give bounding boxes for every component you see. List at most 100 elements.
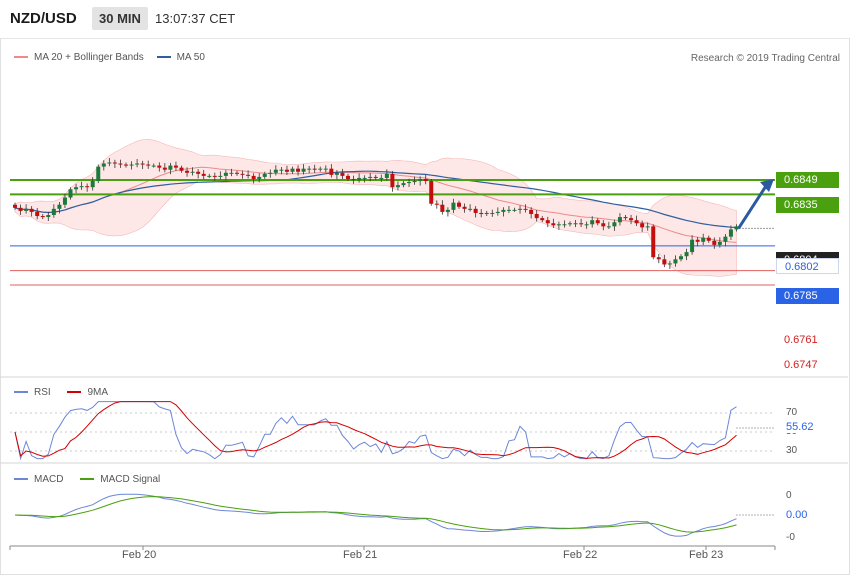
candle: [185, 170, 190, 173]
candle: [129, 164, 134, 166]
candle: [395, 185, 400, 188]
candle: [207, 175, 212, 177]
candle: [684, 252, 689, 257]
candle: [240, 173, 245, 175]
candle: [101, 163, 106, 167]
candle: [334, 172, 339, 175]
candle: [445, 209, 450, 212]
candle: [712, 240, 717, 245]
candle: [173, 165, 178, 168]
legend-swatch: [67, 391, 82, 394]
candle: [368, 176, 373, 178]
legend-swatch: [14, 56, 28, 59]
candle: [257, 176, 262, 179]
candle: [701, 237, 706, 242]
candle: [318, 168, 323, 170]
candle: [24, 208, 29, 211]
support-label-2: 0.6747: [776, 357, 839, 373]
resistance-label-1: 0.6849: [776, 172, 839, 188]
candle: [168, 165, 173, 170]
ma50-line: [14, 170, 737, 229]
legend-swatch: [14, 391, 28, 394]
macd-line: [14, 493, 737, 537]
candle: [595, 220, 600, 224]
candle: [457, 202, 461, 207]
candle: [46, 215, 51, 218]
candle: [601, 223, 606, 227]
candle: [279, 169, 284, 171]
candle: [323, 168, 328, 170]
legend-item-ma20: MA 20 + Bollinger Bands: [14, 52, 144, 63]
legend-item-9ma: 9MA: [67, 387, 108, 398]
legend-item-rsi: RSI: [14, 387, 51, 398]
candle: [579, 223, 584, 225]
candle: [490, 212, 495, 214]
current-price-label: 0.6802: [776, 258, 839, 274]
candle: [551, 223, 556, 226]
candle: [667, 263, 672, 265]
candle: [340, 172, 345, 176]
currency-pair: NZD/USD: [10, 10, 77, 27]
clock: 13:07:37 CET: [155, 11, 236, 26]
candle: [401, 183, 406, 186]
candle: [146, 164, 151, 166]
timeframe-badge[interactable]: 30 MIN: [92, 7, 148, 30]
candle: [695, 239, 700, 242]
candle: [57, 204, 62, 209]
candle: [79, 186, 84, 188]
x-tick-feb20: Feb 20: [122, 549, 157, 561]
candle: [734, 226, 739, 230]
support-label-1: 0.6761: [776, 332, 839, 348]
candle: [468, 208, 473, 210]
legend-item-macd-signal: MACD Signal: [80, 474, 160, 485]
candle: [501, 209, 506, 212]
candle: [90, 181, 95, 188]
macd-value: 0.00: [786, 509, 808, 521]
candle: [723, 236, 728, 242]
candle: [562, 224, 567, 226]
candle: [556, 224, 561, 226]
candle: [112, 162, 117, 164]
candle: [357, 177, 362, 180]
candle: [35, 211, 40, 217]
candle: [40, 216, 45, 218]
candle: [390, 173, 395, 188]
candle: [229, 172, 234, 174]
candle: [29, 208, 34, 212]
candle: [235, 172, 239, 174]
candle: [74, 187, 79, 190]
legend-swatch: [80, 478, 95, 481]
rsi-legend: RSI 9MA: [14, 387, 108, 398]
macd-tick-neg: -0: [786, 532, 795, 543]
candle: [606, 226, 611, 228]
candle: [640, 223, 645, 228]
candle: [262, 173, 267, 177]
candle: [645, 226, 650, 228]
candle: [479, 212, 484, 214]
candle: [523, 208, 528, 210]
legend-item-macd: MACD: [14, 474, 63, 485]
candle: [662, 259, 667, 265]
candle: [135, 163, 140, 165]
candle: [362, 177, 367, 179]
ma20-line: [14, 166, 737, 243]
candle: [246, 174, 251, 176]
candle: [634, 220, 639, 224]
candle: [612, 222, 617, 227]
candle: [717, 241, 722, 245]
x-tick-feb23: Feb 23: [689, 549, 724, 561]
rsi-tick-70: 70: [786, 407, 798, 418]
candle: [590, 220, 595, 225]
candle: [273, 169, 278, 173]
candle: [118, 163, 123, 165]
legend-swatch: [156, 56, 171, 59]
x-tick-feb22: Feb 22: [563, 549, 598, 561]
candle: [412, 181, 417, 183]
macd-tick-0: 0: [786, 490, 792, 501]
rsi-line: [14, 401, 737, 461]
candle: [190, 171, 195, 173]
candle: [124, 164, 128, 166]
credit-text: Research © 2019 Trading Central: [690, 53, 840, 64]
candle: [728, 229, 733, 237]
rsi-tick-30: 30: [786, 445, 798, 456]
